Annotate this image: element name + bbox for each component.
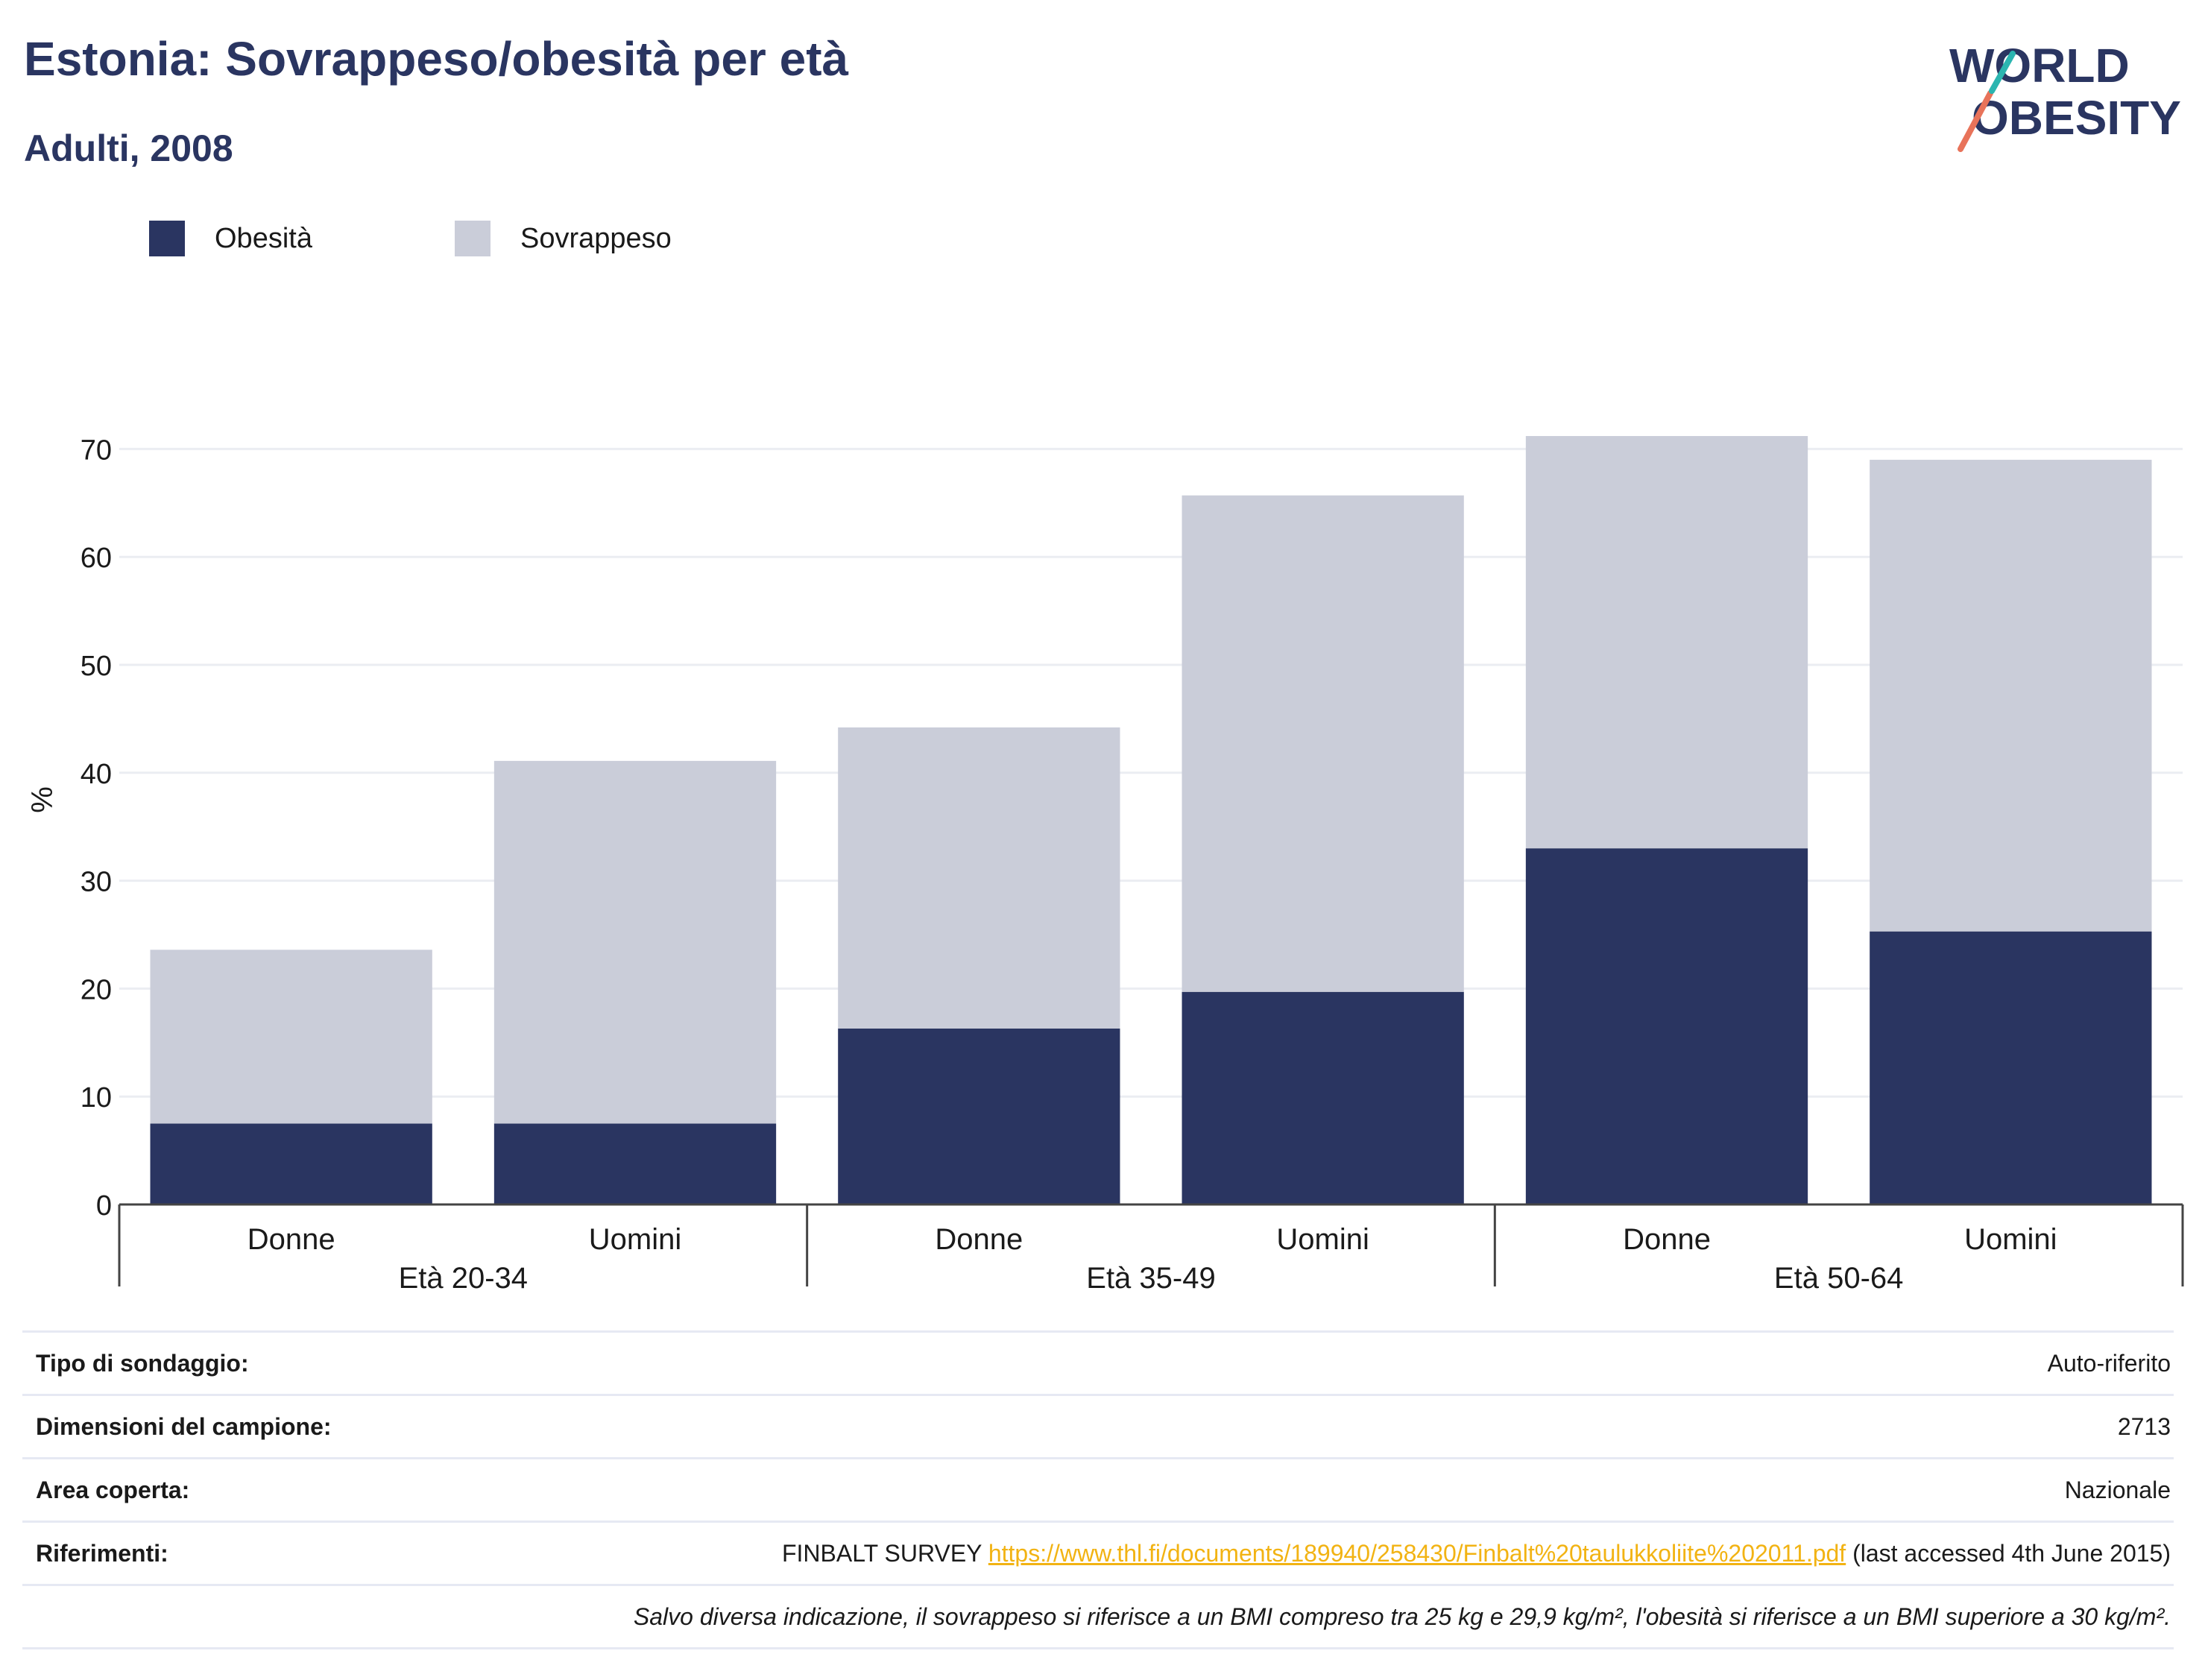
bar-obesity [838, 1028, 1120, 1204]
bar-overweight [150, 950, 432, 1124]
info-row-note: Salvo diversa indicazione, il sovrappeso… [22, 1584, 2174, 1649]
legend-item-obesity[interactable]: Obesità [149, 221, 312, 256]
x-tick-label: Uomini [589, 1223, 681, 1256]
info-key-area: Area coperta: [36, 1476, 190, 1503]
legend-label-overweight: Sovrappeso [520, 222, 672, 254]
y-tick-label: 50 [81, 651, 112, 682]
legend-swatch-overweight [455, 221, 490, 256]
legend-label-obesity: Obesità [215, 222, 312, 254]
bar-overweight [1870, 459, 2152, 932]
bar-overweight [493, 760, 777, 1124]
world-obesity-logo: WORLD OBESITY [1949, 39, 2181, 152]
legend-swatch-obesity [149, 221, 185, 256]
y-tick-label: 30 [81, 867, 112, 898]
logo-line1: WORLD [1949, 39, 2130, 92]
bar-obesity [1525, 848, 1808, 1204]
y-tick-label: 0 [96, 1190, 112, 1222]
x-group-label: Età 20-34 [399, 1262, 528, 1295]
bar-overweight [838, 727, 1120, 1029]
y-tick-label: 20 [81, 974, 112, 1005]
stacked-bar-chart: 0 10 20 30 40 50 60 70% Donne Uomini Donne Uomini Do… [26, 435, 2184, 1295]
bar-obesity [150, 1123, 432, 1204]
info-key-survey-type: Tipo di sondaggio: [36, 1349, 249, 1377]
x-tick-label: Donne [1623, 1223, 1711, 1256]
bar-obesity [493, 1123, 777, 1204]
reference-link[interactable]: https://www.thl.fi/documents/189940/2584… [988, 1539, 1846, 1567]
y-tick-label: 60 [81, 543, 112, 574]
info-key-references: Riferimenti: [36, 1539, 168, 1567]
x-tick-label: Donne [247, 1223, 335, 1256]
y-axis-label: % [26, 786, 59, 813]
reference-accessed: (last accessed 4th June 2015) [1852, 1539, 2171, 1567]
page-title: Estonia: Sovrappeso/obesità per età [24, 32, 849, 86]
x-group-label: Età 35-49 [1086, 1262, 1215, 1295]
logo-line2: OBESITY [1972, 91, 2181, 145]
info-row-references: Riferimenti: FINBALT SURVEY https://www.… [22, 1520, 2174, 1584]
info-row-survey-type: Tipo di sondaggio: Auto-riferito [22, 1330, 2174, 1394]
info-value-references: FINBALT SURVEY https://www.thl.fi/docume… [782, 1540, 2174, 1567]
info-row-area: Area coperta: Nazionale [22, 1457, 2174, 1520]
legend-item-overweight[interactable]: Sovrappeso [455, 221, 672, 256]
x-tick-label: Donne [935, 1223, 1023, 1256]
bar-overweight [1182, 495, 1464, 992]
x-group-label: Età 50-64 [1774, 1262, 1903, 1295]
bar-overweight [1525, 436, 1808, 849]
y-tick-label: 70 [81, 435, 112, 466]
info-value-area: Nazionale [2064, 1476, 2171, 1503]
bar-obesity [1182, 991, 1464, 1204]
survey-info-table: Tipo di sondaggio: Auto-riferito Dimensi… [22, 1330, 2174, 1649]
reference-source: FINBALT SURVEY [781, 1539, 982, 1567]
definition-note: Salvo diversa indicazione, il sovrappeso… [633, 1602, 2171, 1630]
bar-obesity [1870, 931, 2152, 1204]
info-value-survey-type: Auto-riferito [2047, 1349, 2171, 1377]
y-tick-label: 40 [81, 759, 112, 790]
info-value-sample-size: 2713 [2117, 1412, 2171, 1440]
page-subtitle: Adulti, 2008 [24, 127, 233, 169]
info-row-sample-size: Dimensioni del campione: 2713 [22, 1394, 2174, 1457]
info-key-sample-size: Dimensioni del campione: [36, 1412, 332, 1440]
y-tick-label: 10 [81, 1082, 112, 1114]
x-tick-label: Uomini [1276, 1223, 1369, 1256]
x-tick-label: Uomini [1964, 1223, 2057, 1256]
